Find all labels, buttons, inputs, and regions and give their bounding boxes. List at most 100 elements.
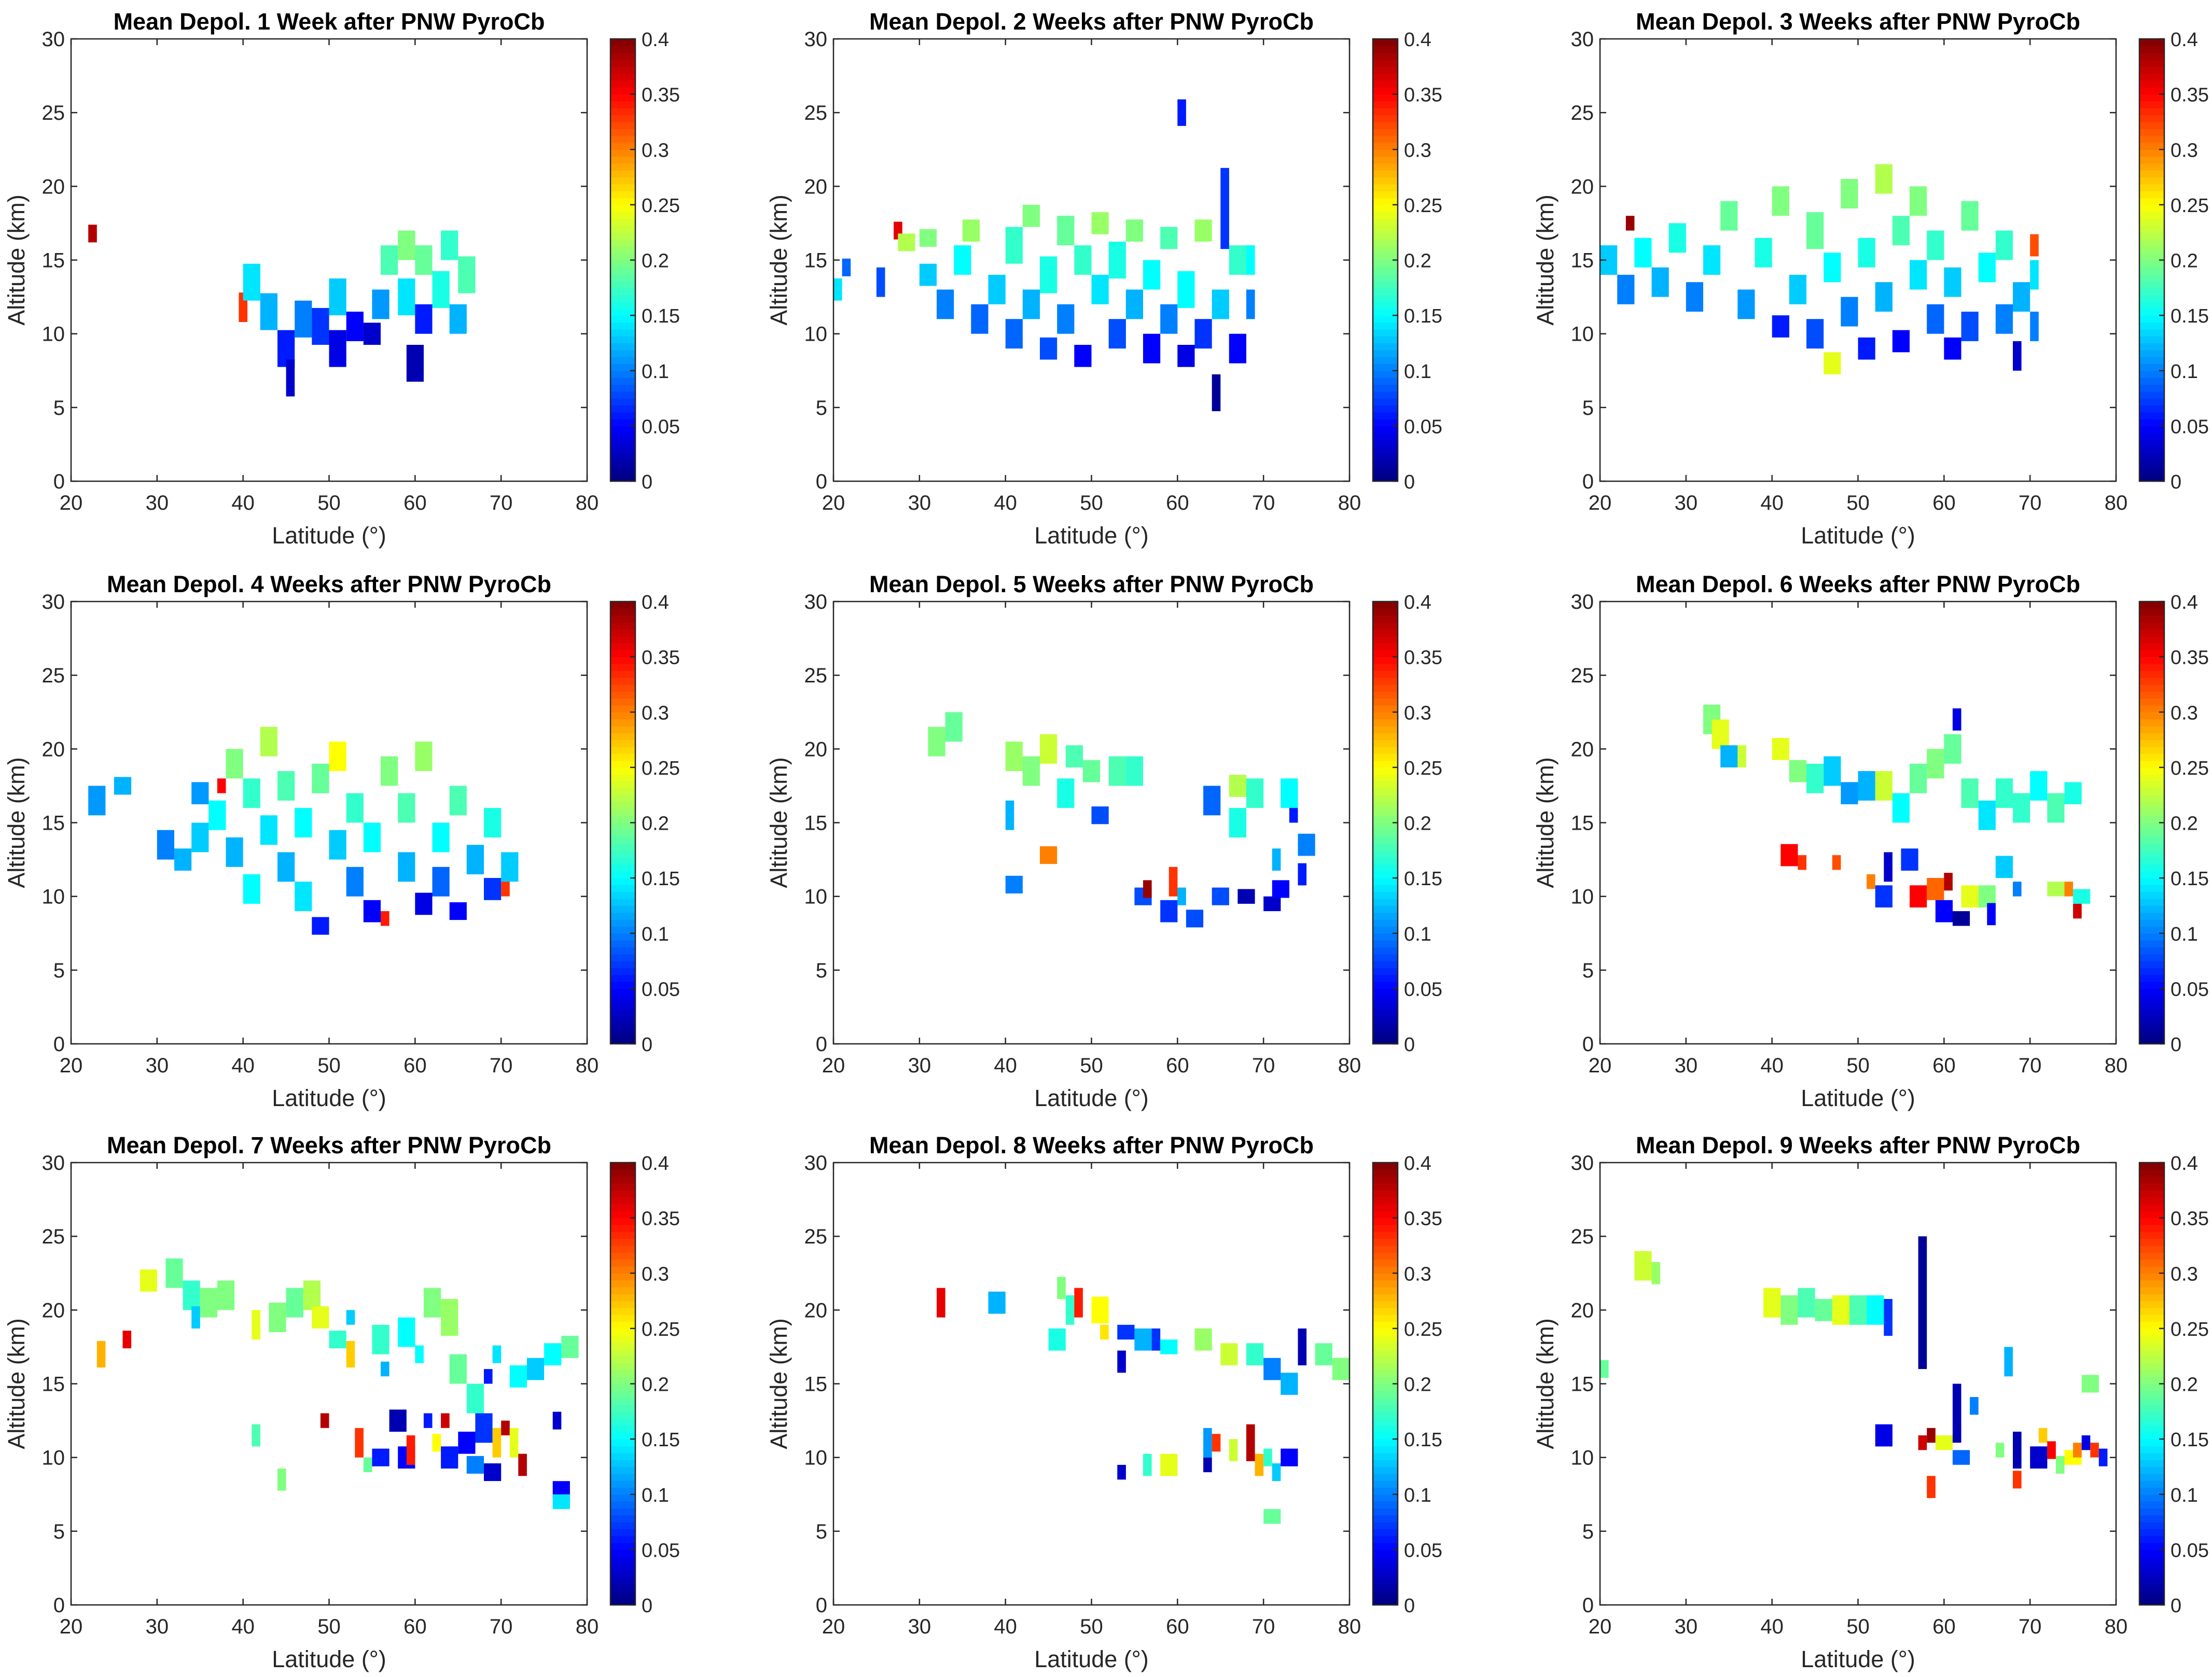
x-tick-label: 20 [1589,492,1612,514]
colorbar-segment [1373,1204,1398,1211]
heatmap-cell [449,304,467,334]
heatmap-cell [1065,745,1083,767]
colorbar-tick-label: 0.35 [642,1208,680,1230]
heatmap-cell [1772,315,1789,338]
colorbar-tick-label: 0.2 [642,1374,669,1396]
heatmap-cell [1944,267,1961,297]
colorbar-segment [2139,121,2164,129]
colorbar-segment [2139,46,2164,53]
y-tick-label: 10 [42,1447,65,1470]
colorbar-segment [2139,808,2164,816]
colorbar-tick-label: 0 [1404,471,1415,493]
heatmap-cell [1134,1328,1152,1351]
colorbar-segment [2139,73,2164,81]
colorbar-segment [2139,39,2164,46]
x-tick-label: 70 [490,492,513,514]
heatmap-cell [363,1457,372,1473]
colorbar-segment [1373,39,1398,46]
y-tick-label: 5 [53,959,65,982]
x-tick-label: 80 [576,1615,599,1638]
x-tick-label: 30 [146,492,169,514]
colorbar-segment [610,322,635,330]
heatmap-cell [1884,1299,1893,1336]
colorbar-segment [2139,308,2164,316]
heatmap-cell [954,245,971,275]
colorbar-segment [2139,1577,2164,1585]
colorbar-segment [610,705,635,712]
colorbar-segment [2139,52,2164,60]
colorbar-segment [1373,46,1398,53]
x-tick-label: 30 [1675,492,1698,514]
colorbar-segment [2139,1487,2164,1495]
y-tick-label: 5 [1582,1520,1594,1543]
heatmap-cell [1858,337,1875,360]
colorbar-segment [610,184,635,191]
colorbar-segment [1373,1466,1398,1474]
colorbar-segment [1373,474,1398,482]
colorbar-segment [2139,405,2164,413]
colorbar-segment [1373,1218,1398,1225]
colorbar-segment [2139,1190,2164,1198]
colorbar-segment [610,1294,635,1302]
x-tick-label: 40 [994,492,1017,514]
colorbar-segment [1373,684,1398,692]
colorbar-segment [610,1584,635,1591]
colorbar-segment [1373,891,1398,899]
colorbar-segment [1373,121,1398,129]
colorbar-segment [2139,878,2164,886]
heatmap-cell [1160,1454,1178,1476]
colorbar-segment [2139,115,2164,122]
heatmap-cell [1057,1277,1066,1299]
heatmap-cell [1737,289,1755,319]
colorbar-segment [1373,795,1398,803]
colorbar-segment [1373,184,1398,191]
colorbar-segment [2139,315,2164,323]
colorbar-segment [1373,1494,1398,1502]
heatmap-cell [2030,312,2039,341]
colorbar-tick-label: 0.3 [1404,1263,1431,1285]
colorbar-segment [2139,1232,2164,1239]
heatmap-cell [1177,271,1195,308]
colorbar-segment [1373,725,1398,733]
colorbar-segment [2139,954,2164,961]
heatmap-cell [449,902,467,920]
colorbar-tick-label: 0.4 [2171,1153,2198,1175]
colorbar-segment [2139,129,2164,136]
heatmap-cell [1203,786,1221,816]
heatmap-cell [1961,201,1979,231]
colorbar-segment [1373,1570,1398,1578]
colorbar-tick-label: 0.3 [642,1263,669,1285]
colorbar-tick-label: 0.1 [1404,361,1431,383]
x-tick-label: 20 [60,1054,83,1077]
x-axis-label: Latitude (°) [1034,1085,1149,1111]
y-tick-label: 20 [1571,1299,1594,1322]
colorbar-segment [1373,419,1398,426]
colorbar-segment [2139,212,2164,219]
colorbar-tick-label: 0 [1404,1595,1415,1617]
colorbar-segment [1373,460,1398,468]
colorbar-segment [610,670,635,678]
y-tick-label: 15 [42,1373,65,1396]
x-tick-label: 80 [2105,1615,2128,1638]
colorbar-segment [1373,1280,1398,1288]
heatmap-cell [898,233,915,251]
heatmap-cell [466,845,484,875]
heatmap-cell [2055,1456,2065,1474]
x-tick-label: 50 [317,1615,341,1638]
heatmap-cell [2013,341,2022,371]
heatmap-cell [1005,875,1023,893]
heatmap-cell [1944,337,1961,360]
colorbar-tick-label: 0.3 [1404,702,1431,724]
colorbar-segment [2139,378,2164,385]
heatmap-cell [2090,1443,2099,1458]
colorbar-segment [2139,1404,2164,1412]
heatmap-cell [2004,1347,2013,1377]
colorbar-segment [2139,398,2164,406]
colorbar-tick-label: 0.4 [642,592,669,613]
y-tick-label: 30 [1571,28,1594,51]
colorbar-segment [2139,947,2164,955]
colorbar-segment [1373,260,1398,268]
heatmap-cell [2047,793,2065,823]
heatmap-cell [1263,1509,1281,1524]
y-tick-label: 20 [42,1299,65,1322]
